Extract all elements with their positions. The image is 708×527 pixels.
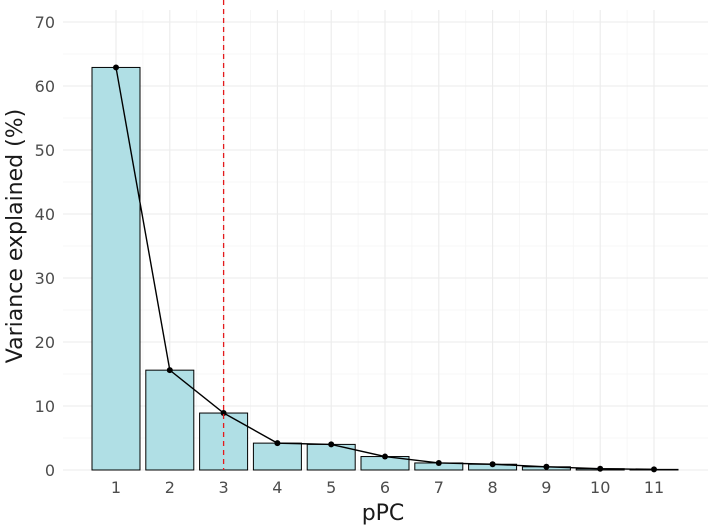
y-tick-label: 70 [35,13,55,32]
y-tick-label: 10 [35,397,55,416]
x-tick-label: 2 [165,478,175,497]
y-axis-title: Variance explained (%) [3,109,28,363]
x-tick-label: 6 [380,478,390,497]
y-tick-label: 30 [35,269,55,288]
data-point [543,463,550,470]
bar [145,369,195,471]
x-tick-label: 8 [488,478,498,497]
data-point [220,410,227,417]
data-point [113,64,119,71]
y-tick-label: 60 [35,77,55,96]
x-tick-labels: 1 2 3 4 5 6 7 8 9 10 11 [111,478,664,497]
x-tick-label: 5 [326,478,336,497]
data-point [328,441,335,448]
variance-points [113,64,657,473]
bar [252,442,302,471]
data-point [166,367,173,374]
y-tick-labels: 0 10 20 30 40 50 60 70 [35,13,55,480]
x-tick-label: 10 [590,478,610,497]
y-tick-label: 50 [35,141,55,160]
data-point [274,440,281,447]
x-tick-label: 3 [219,478,229,497]
bar [91,66,141,471]
x-tick-label: 9 [541,478,551,497]
x-tick-label: 7 [434,478,444,497]
data-point [651,466,657,473]
data-point [382,453,388,460]
data-point [489,461,496,468]
x-axis-title: pPC [362,501,405,526]
y-tick-label: 40 [35,205,55,224]
x-tick-label: 4 [272,478,282,497]
data-point [435,459,442,466]
data-point [597,465,604,472]
y-tick-label: 0 [45,461,55,480]
y-tick-label: 20 [35,333,55,352]
x-tick-label: 1 [111,478,121,497]
x-tick-label: 11 [644,478,664,497]
